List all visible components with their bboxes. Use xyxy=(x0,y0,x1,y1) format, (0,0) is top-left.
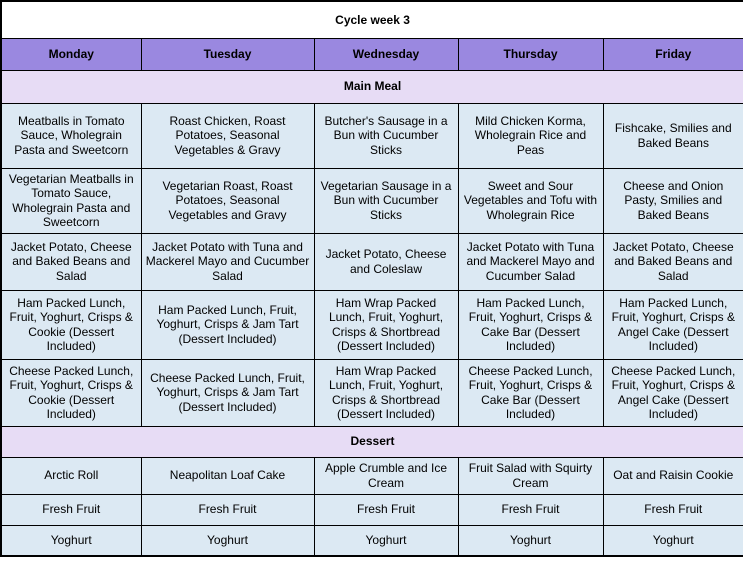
title-row: Cycle week 3 xyxy=(0,0,743,39)
menu-cell: Yoghurt xyxy=(313,524,459,557)
menu-cell: Sweet and Sour Vegetables and Tofu with … xyxy=(457,167,604,234)
menu-cell: Butcher's Sausage in a Bun with Cucumber… xyxy=(313,102,459,169)
menu-cell: Fresh Fruit xyxy=(457,493,604,526)
menu-cell: Fruit Salad with Squirty Cream xyxy=(457,456,604,495)
menu-cell: Ham Packed Lunch, Fruit, Yoghurt, Crisps… xyxy=(140,289,315,360)
menu-cell: Apple Crumble and Ice Cream xyxy=(313,456,459,495)
menu-cell: Ham Wrap Packed Lunch, Fruit, Yoghurt, C… xyxy=(313,358,459,427)
day-header-monday: Monday xyxy=(0,37,142,71)
day-header-row: Monday Tuesday Wednesday Thursday Friday xyxy=(0,37,743,71)
menu-cell: Yoghurt xyxy=(602,524,743,557)
menu-row: Jacket Potato, Cheese and Baked Beans an… xyxy=(0,232,743,291)
day-header-wednesday: Wednesday xyxy=(313,37,459,71)
menu-row: Arctic Roll Neapolitan Loaf Cake Apple Cru… xyxy=(0,456,743,495)
menu-row: Fresh Fruit Fresh Fruit Fresh Fruit Fresh F… xyxy=(0,493,743,526)
menu-cell: Fresh Fruit xyxy=(0,493,142,526)
menu-cell: Vegetarian Meatballs in Tomato Sauce, Wh… xyxy=(0,167,142,234)
menu-cell: Cheese Packed Lunch, Fruit, Yoghurt, Cri… xyxy=(457,358,604,427)
menu-cell: Fresh Fruit xyxy=(140,493,315,526)
section-header-row: Main Meal xyxy=(0,69,743,104)
day-header-friday: Friday xyxy=(602,37,743,71)
menu-cell: Vegetarian Sausage in a Bun with Cucumbe… xyxy=(313,167,459,234)
menu-cell: Cheese Packed Lunch, Fruit, Yoghurt, Cri… xyxy=(140,358,315,427)
menu-row: Ham Packed Lunch, Fruit, Yoghurt, Crisps… xyxy=(0,289,743,360)
menu-cell: Mild Chicken Korma, Wholegrain Rice and … xyxy=(457,102,604,169)
menu-cell: Meatballs in Tomato Sauce, Wholegrain Pa… xyxy=(0,102,142,169)
menu-cell: Yoghurt xyxy=(140,524,315,557)
menu-cell: Oat and Raisin Cookie xyxy=(602,456,743,495)
menu-cell: Cheese and Onion Pasty, Smilies and Bake… xyxy=(602,167,743,234)
menu-row: Meatballs in Tomato Sauce, Wholegrain Pa… xyxy=(0,102,743,169)
menu-cell: Jacket Potato, Cheese and Baked Beans an… xyxy=(602,232,743,291)
menu-cell: Jacket Potato with Tuna and Mackerel May… xyxy=(140,232,315,291)
menu-cell: Cheese Packed Lunch, Fruit, Yoghurt, Cri… xyxy=(0,358,142,427)
menu-cell: Cheese Packed Lunch, Fruit, Yoghurt, Cri… xyxy=(602,358,743,427)
menu-cell: Jacket Potato, Cheese and Baked Beans an… xyxy=(0,232,142,291)
section-title: Main Meal xyxy=(0,69,743,104)
menu-cell: Fresh Fruit xyxy=(602,493,743,526)
page-title: Cycle week 3 xyxy=(0,0,743,39)
menu-cell: Roast Chicken, Roast Potatoes, Seasonal … xyxy=(140,102,315,169)
menu-cell: Ham Packed Lunch, Fruit, Yoghurt, Crisps… xyxy=(0,289,142,360)
menu-cell: Fresh Fruit xyxy=(313,493,459,526)
menu-cell: Jacket Potato, Cheese and Coleslaw xyxy=(313,232,459,291)
menu-cell: Ham Wrap Packed Lunch, Fruit, Yoghurt, C… xyxy=(313,289,459,360)
menu-cell: Jacket Potato with Tuna and Mackerel May… xyxy=(457,232,604,291)
menu-row: Vegetarian Meatballs in Tomato Sauce, Wh… xyxy=(0,167,743,234)
menu-cell: Vegetarian Roast, Roast Potatoes, Season… xyxy=(140,167,315,234)
menu-cell: Ham Packed Lunch, Fruit, Yoghurt, Crisps… xyxy=(602,289,743,360)
menu-row: Yoghurt Yoghurt Yoghurt Yoghurt Yoghurt xyxy=(0,524,743,557)
menu-cell: Yoghurt xyxy=(0,524,142,557)
menu-cell: Ham Packed Lunch, Fruit, Yoghurt, Crisps… xyxy=(457,289,604,360)
menu-cell: Fishcake, Smilies and Baked Beans xyxy=(602,102,743,169)
section-title: Dessert xyxy=(0,425,743,458)
day-header-tuesday: Tuesday xyxy=(140,37,315,71)
section-header-row: Dessert xyxy=(0,425,743,458)
menu-cell: Yoghurt xyxy=(457,524,604,557)
day-header-thursday: Thursday xyxy=(457,37,604,71)
menu-cell: Neapolitan Loaf Cake xyxy=(140,456,315,495)
menu-cell: Arctic Roll xyxy=(0,456,142,495)
menu-row: Cheese Packed Lunch, Fruit, Yoghurt, Cri… xyxy=(0,358,743,427)
